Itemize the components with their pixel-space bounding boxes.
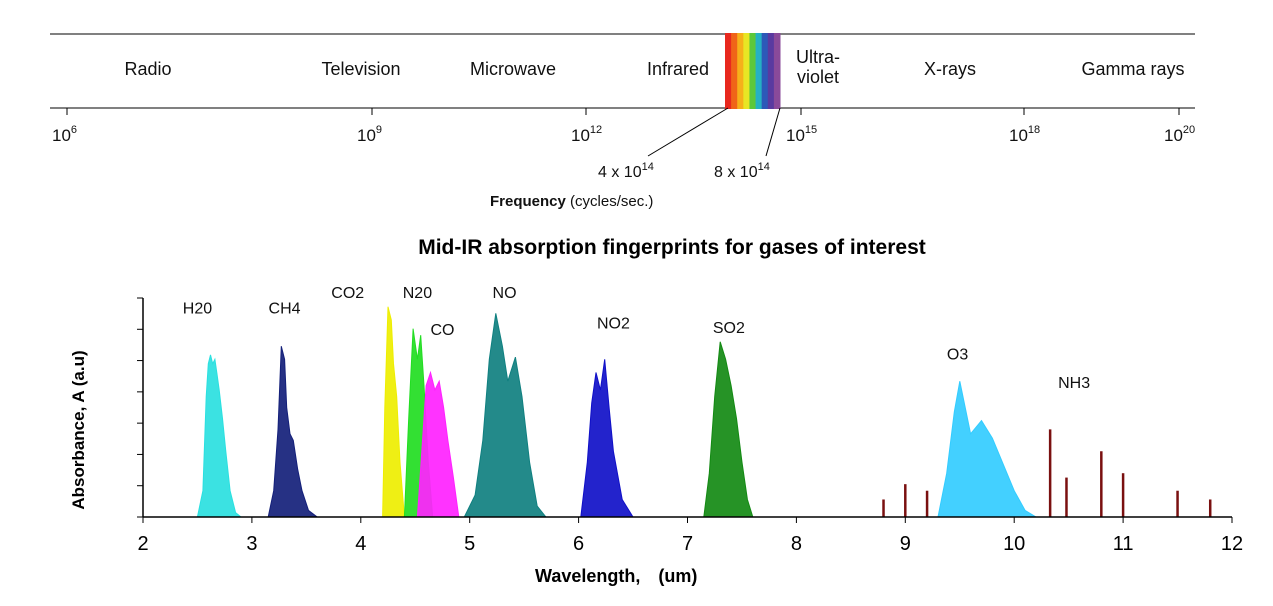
chart-title: Mid-IR absorption fingerprints for gases…	[418, 236, 926, 259]
frequency-tick-label: 1018	[1009, 124, 1040, 145]
x-tick-label: 3	[246, 533, 257, 555]
visible-color-stripe	[731, 33, 738, 109]
absorption-band	[267, 346, 319, 518]
visible-color-stripe	[773, 33, 781, 109]
absorption-band	[703, 341, 754, 518]
visible-light-band	[725, 33, 781, 109]
visible-color-stripe	[743, 33, 750, 109]
x-tick-label: 10	[1003, 533, 1025, 555]
absorption-band	[580, 359, 634, 518]
x-tick-label: 11	[1113, 533, 1134, 555]
x-tick-label: 8	[791, 533, 802, 555]
band-label: X-rays	[924, 59, 976, 79]
x-tick-label: 7	[682, 533, 693, 555]
x-tick-label: 6	[573, 533, 584, 555]
visible-end-label: 8 x 1014	[714, 161, 770, 181]
gas-label: SO2	[713, 320, 745, 337]
band-label: Gamma rays	[1081, 59, 1184, 79]
band-label: Infrared	[647, 59, 709, 79]
absorption-peaks	[196, 306, 1212, 518]
gas-label: CH4	[269, 300, 301, 317]
gas-label: O3	[947, 346, 968, 363]
gas-label: NH3	[1058, 375, 1090, 392]
absorption-band	[463, 313, 547, 518]
visible-color-stripe	[755, 33, 763, 109]
band-label: Television	[321, 59, 400, 79]
electromagnetic-spectrum: Radio Television Microwave Infrared Ultra-vi…	[50, 33, 1195, 210]
band-label: Radio	[124, 59, 171, 79]
gas-label: N20	[403, 285, 432, 302]
gas-label: CO2	[331, 285, 364, 302]
absorption-band	[937, 381, 1038, 518]
band-label: Microwave	[470, 59, 556, 79]
x-axis-label: Wavelength, (um)	[535, 566, 697, 586]
absorption-band	[416, 370, 460, 518]
y-axis-label: Absorbance, A (a.u)	[69, 350, 88, 509]
visible-start-label: 4 x 1014	[598, 161, 654, 181]
gas-label: H20	[183, 300, 212, 317]
gas-label: NO	[493, 285, 517, 302]
absorption-chart: Mid-IR absorption fingerprints for gases…	[69, 236, 1243, 586]
frequency-axis-label: Frequency (cycles/sec.)	[490, 193, 653, 210]
band-label: Ultra-violet	[796, 47, 840, 87]
x-tick-label: 5	[464, 533, 475, 555]
visible-color-stripe	[767, 33, 775, 109]
frequency-tick-label: 106	[52, 124, 77, 145]
frequency-tick-label: 109	[357, 124, 382, 145]
absorption-band	[196, 354, 243, 518]
x-tick-label: 2	[137, 533, 148, 555]
gas-label: NO2	[597, 316, 630, 333]
x-tick-label: 4	[355, 533, 366, 555]
frequency-tick-label: 1020	[1164, 124, 1195, 145]
frequency-tick-label: 1015	[786, 124, 817, 145]
frequency-tick-label: 1012	[571, 124, 602, 145]
visible-color-stripe	[725, 33, 732, 109]
visible-color-stripe	[761, 33, 769, 109]
absorption-band	[382, 306, 405, 518]
visible-color-stripe	[749, 33, 757, 109]
x-tick-label: 12	[1221, 533, 1243, 555]
gas-label: CO	[430, 322, 454, 339]
visible-start-leader	[647, 107, 729, 157]
visible-color-stripe	[737, 33, 744, 109]
x-tick-label: 9	[900, 533, 911, 555]
visible-end-leader	[765, 107, 781, 157]
